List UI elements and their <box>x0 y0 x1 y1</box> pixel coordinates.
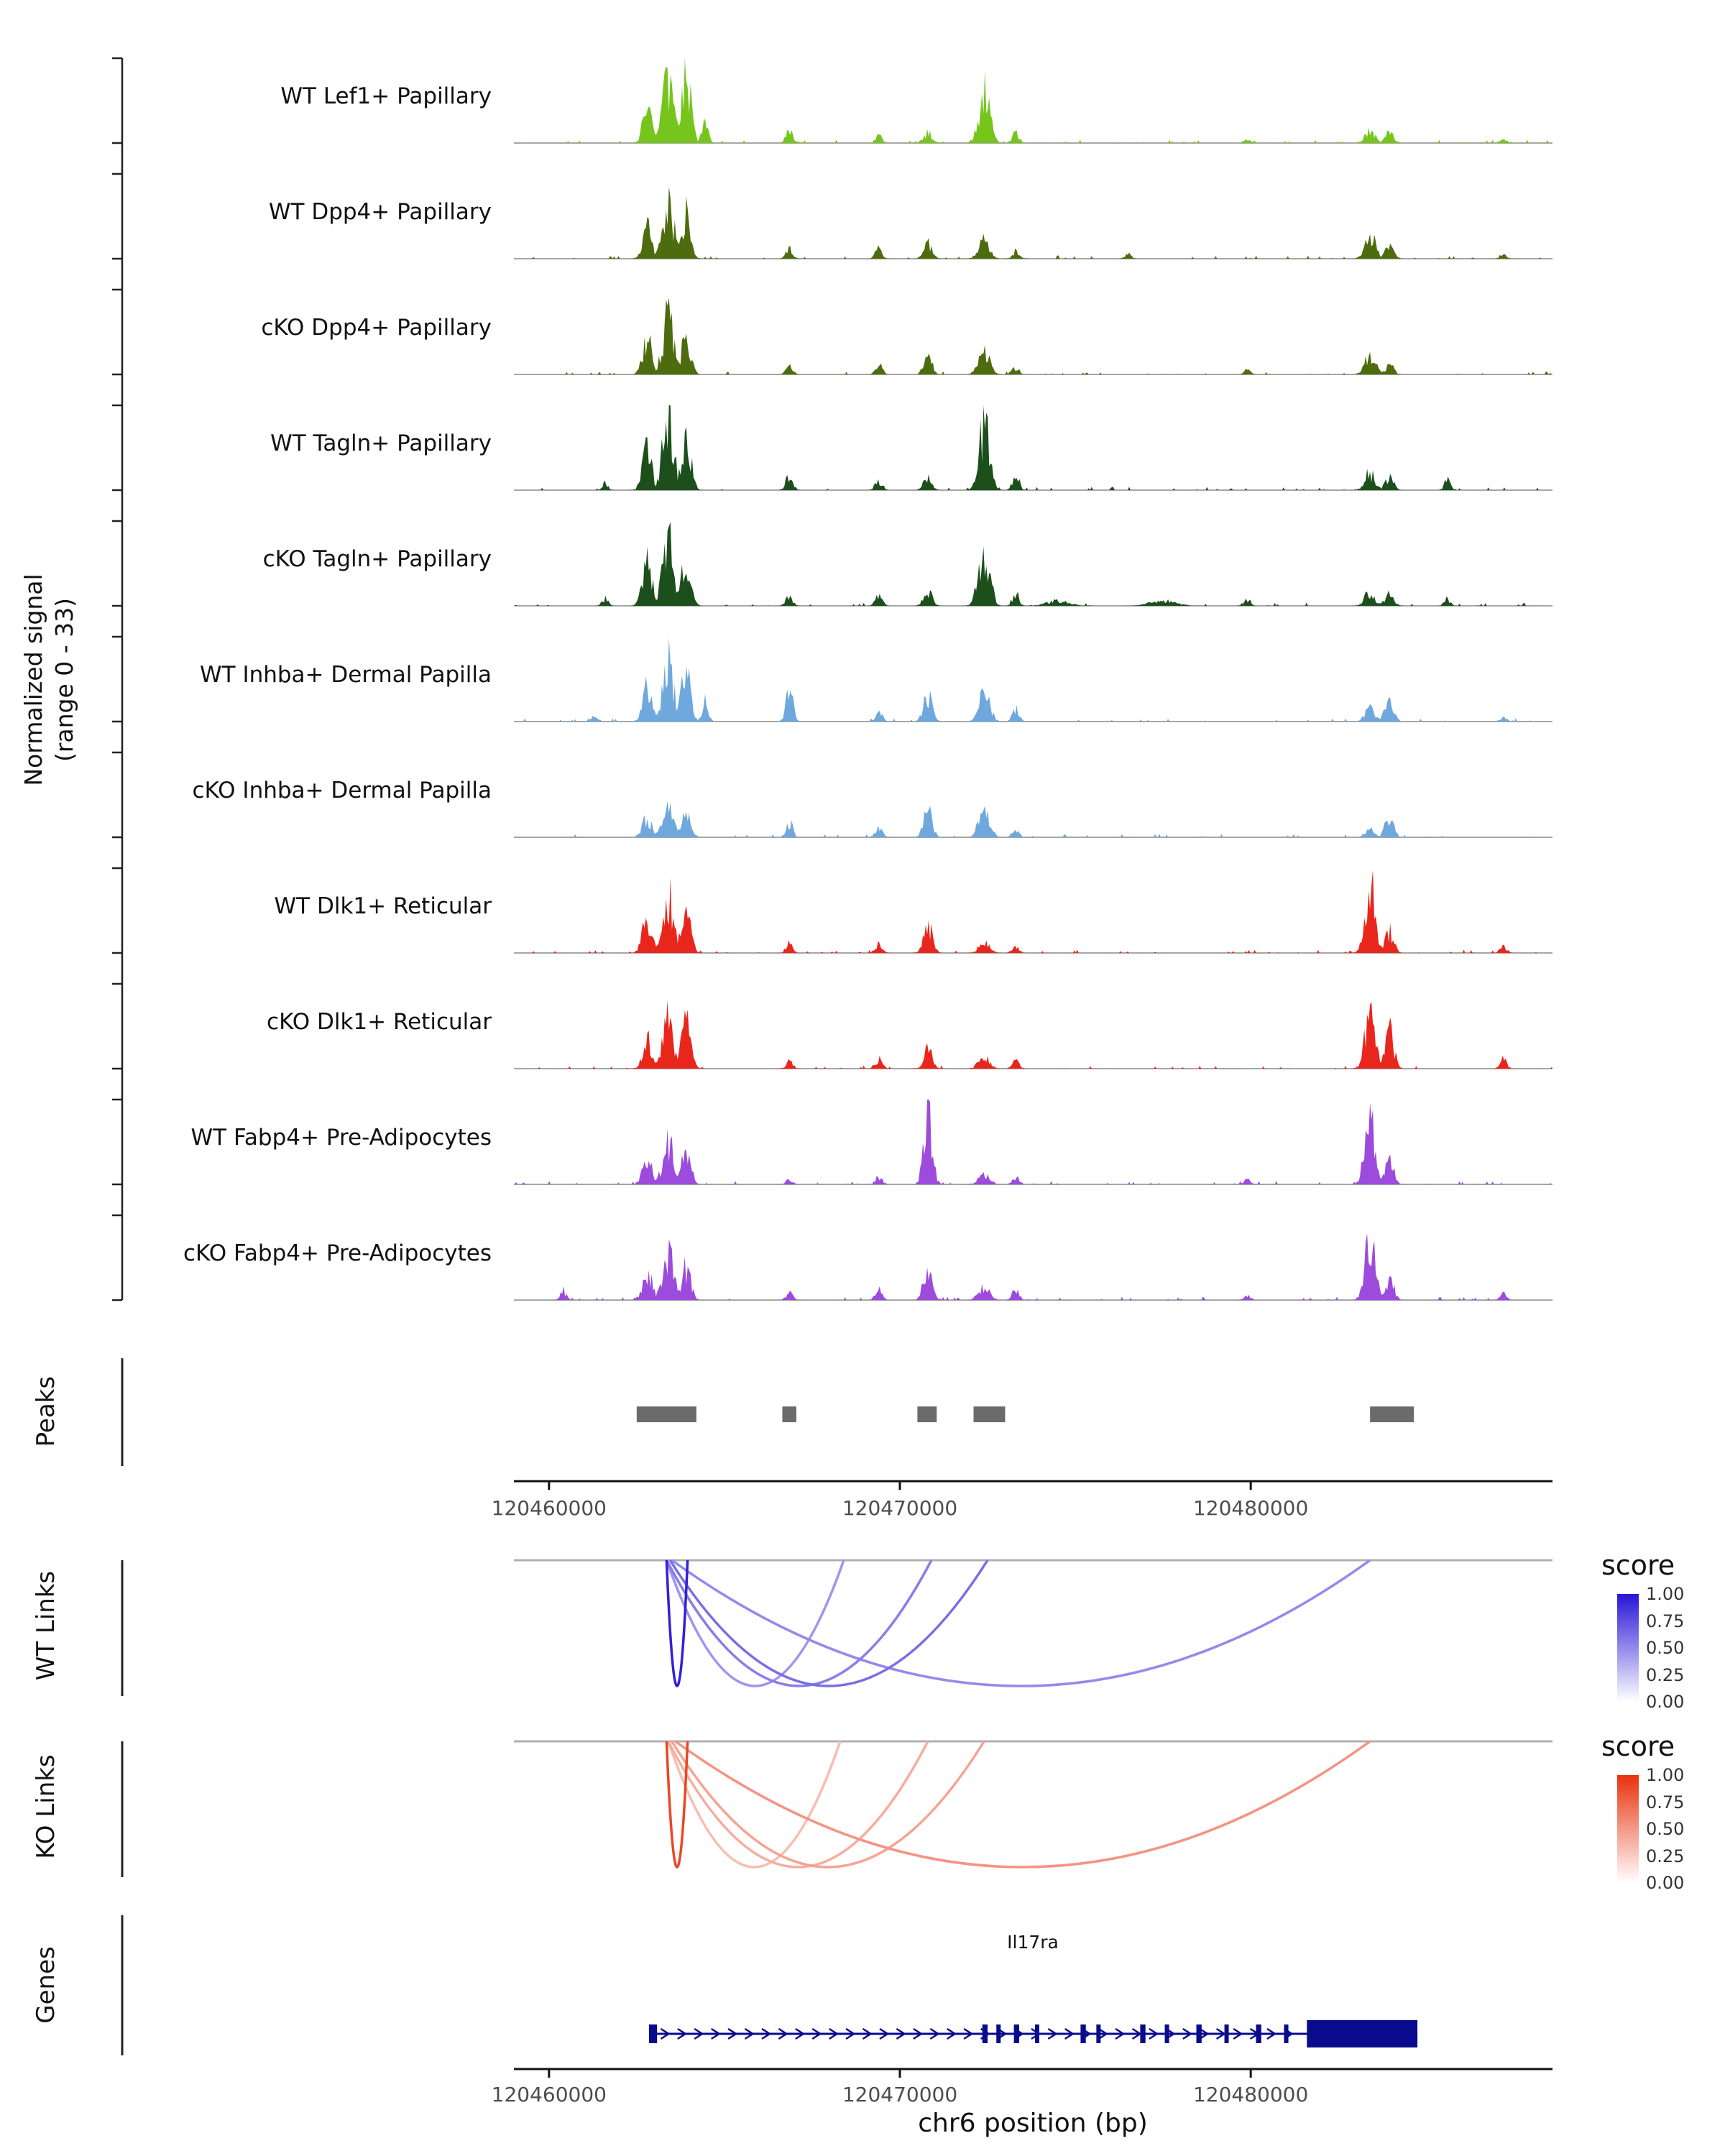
strand-arrow-icon <box>1266 2027 1277 2040</box>
section-label-peaks: Peaks <box>32 1376 60 1447</box>
legend-tick-label-3: 0.25 <box>1646 1664 1685 1685</box>
ko-legend-gradient-bar <box>1617 1775 1639 1883</box>
signal-y-axis <box>112 57 124 1302</box>
signal-track-7 <box>514 801 1552 838</box>
strand-arrow-icon <box>711 2027 722 2040</box>
strand-arrow-icon <box>862 2027 873 2040</box>
x-axis-bottom-tick-label-0: 120460000 <box>491 2083 607 2106</box>
signal-track-1 <box>514 58 1552 144</box>
signal-track-9 <box>514 1000 1552 1069</box>
strand-arrow-icon <box>1199 2027 1210 2040</box>
strand-arrow-icon <box>947 2027 957 2040</box>
x-axis-top-tick-label-2: 120480000 <box>1192 1496 1309 1520</box>
signal-track-2 <box>514 186 1552 259</box>
track-label-4: WT Tagln+ Papillary <box>270 430 492 456</box>
wt-legend-gradient-bar <box>1617 1594 1639 1702</box>
track-label-7: cKO Inhba+ Dermal Papilla <box>192 778 492 803</box>
x-axis-top <box>514 1480 1552 1490</box>
strand-arrow-icon <box>929 2027 940 2040</box>
track-label-5: cKO Tagln+ Papillary <box>262 546 492 572</box>
strand-arrow-icon <box>845 2027 856 2040</box>
track-label-9: cKO Dlk1+ Reticular <box>267 1009 492 1035</box>
track-label-11: cKO Fabp4+ Pre-Adipocytes <box>183 1240 492 1266</box>
strand-arrow-icon <box>778 2027 788 2040</box>
strand-arrow-icon <box>913 2027 924 2040</box>
ko-legend-title: score <box>1601 1731 1675 1762</box>
strand-arrow-icon <box>1182 2027 1193 2040</box>
peaks-track <box>636 1406 1414 1422</box>
track-label-8: WT Dlk1+ Reticular <box>274 893 492 919</box>
strand-arrow-icon <box>694 2027 704 2040</box>
strand-arrow-icon <box>1098 2027 1108 2040</box>
strand-arrow-icon <box>660 2027 671 2040</box>
x-axis-bottom <box>514 2068 1552 2078</box>
signal-track-6 <box>514 637 1552 722</box>
track-label-1: WT Lef1+ Papillary <box>280 83 492 109</box>
strand-arrow-icon <box>1064 2027 1075 2040</box>
legend-tick-label-4: 0.00 <box>1646 1692 1685 1712</box>
strand-arrow-icon <box>795 2027 806 2040</box>
strand-arrow-icon <box>1149 2027 1159 2040</box>
ko-legend-tick-labels: 1.00 0.75 0.50 0.25 0.00 <box>1646 1766 1684 1892</box>
legend-tick-label-3: 0.25 <box>1646 1846 1685 1866</box>
track-label-10: WT Fabp4+ Pre-Adipocytes <box>190 1125 492 1151</box>
section-label-genes: Genes <box>32 1946 60 2024</box>
legend-tick-label-4: 0.00 <box>1646 1873 1685 1893</box>
legend-tick-label-1: 0.75 <box>1646 1792 1685 1812</box>
legend-tick-label-0: 1.00 <box>1646 1584 1685 1604</box>
strand-arrow-icon <box>1047 2027 1058 2040</box>
strand-arrow-icon <box>677 2027 688 2040</box>
strand-arrow-icon <box>727 2027 738 2040</box>
signal-track-10 <box>514 1100 1552 1185</box>
gene-model <box>648 2020 1418 2047</box>
signal-track-3 <box>514 298 1552 375</box>
legend-tick-label-1: 0.75 <box>1646 1611 1685 1631</box>
strand-arrow-icon <box>879 2027 890 2040</box>
strand-arrow-icon <box>744 2027 755 2040</box>
signal-track-4 <box>514 405 1552 491</box>
strand-arrow-icon <box>963 2027 974 2040</box>
wt-legend-tick-labels: 1.00 0.75 0.50 0.25 0.00 <box>1646 1585 1684 1710</box>
strand-arrow-icon <box>811 2027 822 2040</box>
ko-links-arcs <box>514 1740 1552 1869</box>
x-axis-bottom-tick-label-1: 120470000 <box>842 2083 958 2106</box>
signal-track-8 <box>514 870 1552 954</box>
x-axis-top-tick-label-0: 120460000 <box>491 1496 607 1520</box>
signal-track-5 <box>514 522 1552 607</box>
track-label-3: cKO Dpp4+ Papillary <box>261 315 492 341</box>
track-label-2: WT Dpp4+ Papillary <box>268 199 492 225</box>
signal-track-11 <box>514 1233 1552 1301</box>
legend-tick-label-0: 1.00 <box>1646 1765 1685 1785</box>
strand-arrow-icon <box>1115 2027 1126 2040</box>
x-axis-top-tick-label-1: 120470000 <box>842 1496 958 1520</box>
strand-arrow-icon <box>1233 2027 1243 2040</box>
track-label-6: WT Inhba+ Dermal Papilla <box>200 662 492 688</box>
x-axis-bottom-tick-label-2: 120480000 <box>1192 2083 1309 2106</box>
wt-legend-title: score <box>1601 1549 1675 1581</box>
strand-arrow-icon <box>761 2027 772 2040</box>
wt-links-arcs <box>514 1559 1552 1687</box>
strand-arrow-icon <box>896 2027 906 2040</box>
legend-tick-label-2: 0.50 <box>1646 1638 1685 1658</box>
strand-arrow-icon <box>829 2027 840 2040</box>
gene-name-label: Il17ra <box>1007 1932 1059 1953</box>
legend-tick-label-2: 0.50 <box>1646 1819 1685 1839</box>
x-axis-title: chr6 position (bp) <box>918 2109 1148 2138</box>
